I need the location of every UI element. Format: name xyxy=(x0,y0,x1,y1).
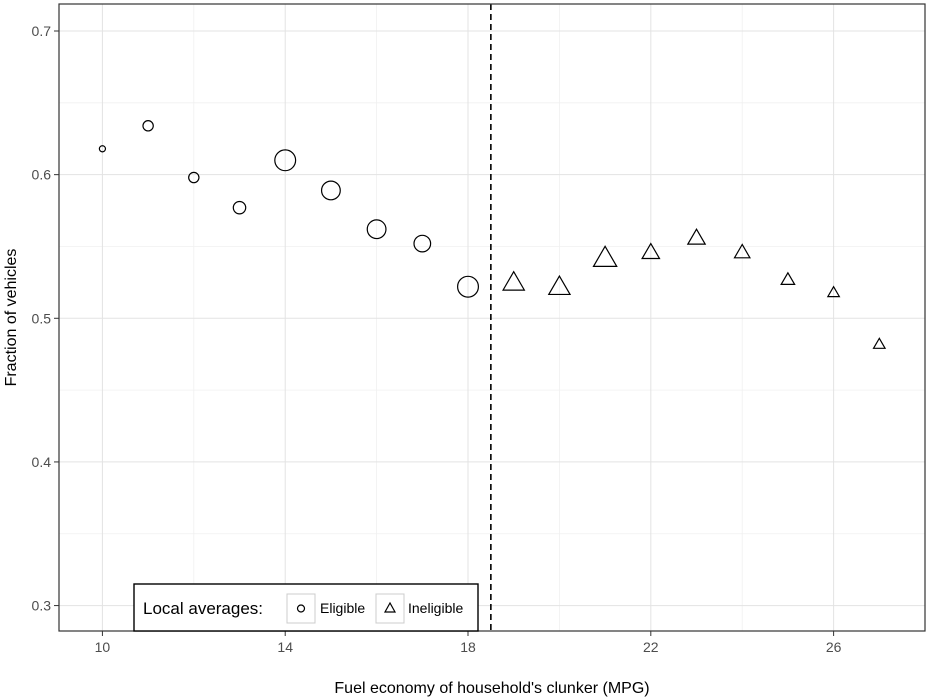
point-ineligible xyxy=(547,274,572,296)
point-eligible xyxy=(188,171,200,184)
point-eligible xyxy=(366,219,387,240)
grid-major xyxy=(59,4,925,631)
data-points xyxy=(98,120,887,349)
legend-label-ineligible: Ineligible xyxy=(408,600,463,616)
x-tick-label: 18 xyxy=(460,639,476,655)
y-tick-label: 0.3 xyxy=(32,598,52,614)
x-tick-label: 22 xyxy=(643,639,659,655)
legend-triangle-icon xyxy=(383,601,397,613)
legend-key-eligible xyxy=(286,593,316,624)
legend: Local averages: Eligible Ineligible xyxy=(133,583,479,632)
legend-circle-icon xyxy=(296,604,306,613)
point-ineligible xyxy=(780,271,796,286)
y-tick-label: 0.7 xyxy=(32,23,52,39)
point-eligible xyxy=(413,234,432,253)
point-eligible xyxy=(274,149,297,172)
x-axis-ticks: 10 14 18 22 26 xyxy=(95,631,842,655)
point-eligible xyxy=(320,180,341,201)
x-tick-label: 14 xyxy=(277,639,293,655)
point-ineligible xyxy=(686,227,707,245)
point-eligible xyxy=(98,145,107,153)
x-tick-label: 26 xyxy=(826,639,842,655)
panel-border xyxy=(58,3,926,632)
y-axis-ticks: 0.3 0.4 0.5 0.6 0.7 xyxy=(32,23,59,614)
point-eligible xyxy=(457,275,480,298)
point-ineligible xyxy=(872,337,887,349)
legend-title: Local averages: xyxy=(143,599,263,618)
y-tick-label: 0.4 xyxy=(32,454,52,470)
y-axis-label: Fraction of vehicles xyxy=(3,249,20,387)
point-ineligible xyxy=(733,243,751,259)
x-axis-label: Fuel economy of household's clunker (MPG… xyxy=(334,680,649,697)
point-eligible xyxy=(142,120,154,132)
point-ineligible xyxy=(502,270,526,291)
point-ineligible xyxy=(826,285,841,298)
legend-label-eligible: Eligible xyxy=(320,600,365,616)
x-tick-label: 10 xyxy=(95,639,111,655)
grid-minor xyxy=(59,4,925,631)
y-tick-label: 0.6 xyxy=(32,167,52,183)
y-tick-label: 0.5 xyxy=(32,310,52,326)
point-eligible xyxy=(232,200,247,215)
point-ineligible xyxy=(592,245,618,267)
point-ineligible xyxy=(641,242,661,260)
legend-key-ineligible xyxy=(375,593,405,624)
